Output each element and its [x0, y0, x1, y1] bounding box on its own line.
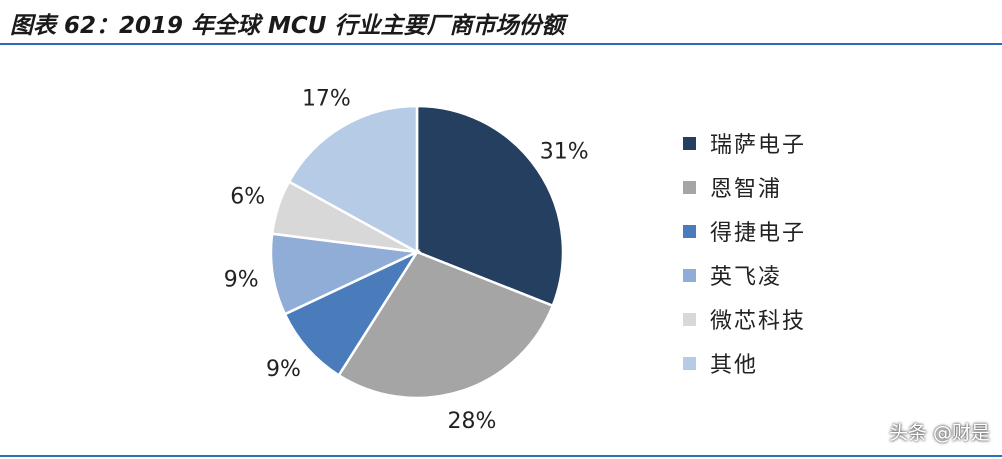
legend-swatch — [683, 180, 696, 194]
legend-label: 恩智浦 — [710, 177, 783, 202]
pie-slice-4 — [269, 232, 422, 316]
slice-label-4: 9% — [224, 267, 259, 292]
legend-swatch — [683, 224, 696, 238]
legend-label: 瑞萨电子 — [710, 133, 807, 158]
legend-swatch — [683, 268, 696, 282]
watermark-text: 头条 @财是 — [888, 422, 990, 444]
legend-swatch — [683, 136, 696, 150]
legend-item: 其他 — [683, 341, 806, 385]
slice-label-1: 31% — [540, 139, 589, 164]
legend-swatch — [683, 356, 696, 370]
legend-label: 微芯科技 — [710, 309, 807, 334]
legend-item: 微芯科技 — [683, 297, 806, 341]
top-divider — [0, 43, 1002, 45]
slice-label-3: 9% — [266, 357, 301, 382]
legend-item: 得捷电子 — [683, 209, 806, 253]
legend-label: 英飞凌 — [710, 265, 783, 290]
legend-label: 其他 — [710, 353, 759, 378]
legend-item: 英飞凌 — [683, 253, 806, 297]
pie-slice-1 — [415, 104, 565, 308]
chart-title: 图表 62：2019 年全球 MCU 行业主要厂商市场份额 — [10, 13, 565, 39]
slice-label-6: 17% — [302, 86, 351, 111]
legend-item: 恩智浦 — [683, 165, 806, 209]
bottom-divider — [0, 455, 1002, 457]
legend-item: 瑞萨电子 — [683, 121, 806, 165]
slice-label-2: 28% — [448, 409, 497, 434]
pie-chart: 31% 28% 9% 9% 6% 17% — [224, 86, 589, 434]
pie-slice-2 — [337, 250, 555, 400]
legend-label: 得捷电子 — [710, 221, 807, 246]
legend-swatch — [683, 312, 696, 326]
pie-slice-6 — [287, 104, 419, 255]
slice-label-5: 6% — [230, 185, 265, 210]
chart-legend: 瑞萨电子恩智浦得捷电子英飞凌微芯科技其他 — [683, 121, 806, 385]
pie-slice-3 — [283, 249, 421, 377]
